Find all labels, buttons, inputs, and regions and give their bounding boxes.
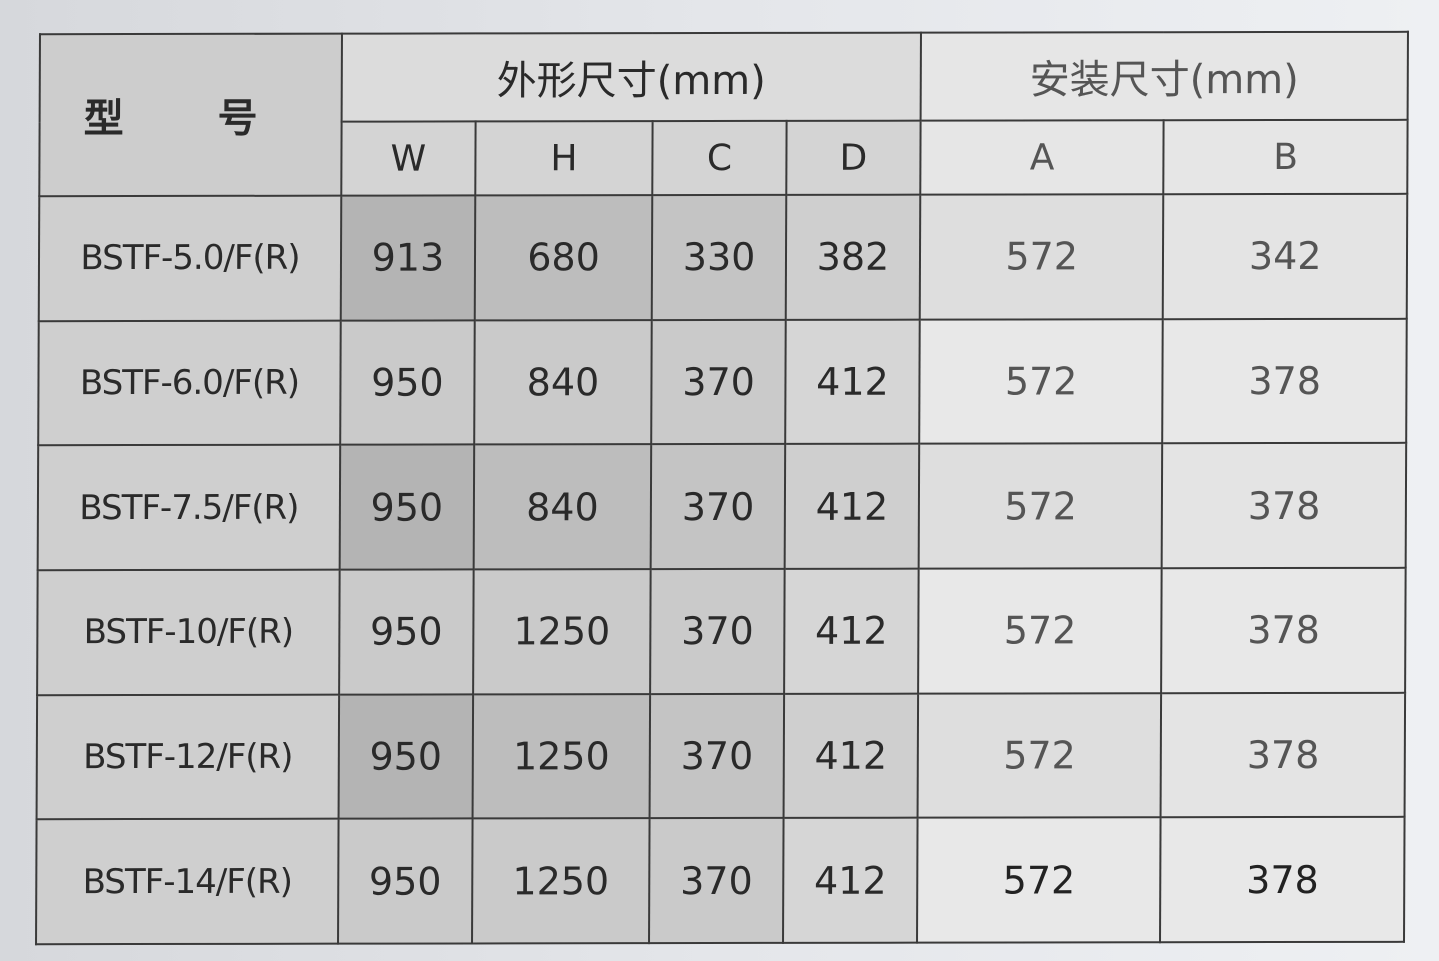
model-cell: BSTF-5.0/F(R): [38, 195, 342, 321]
value-cell-c: 370: [649, 693, 785, 819]
table-row: BSTF-6.0/F(R) 950 840 370 412 572 378: [38, 318, 1407, 446]
column-header-b: B: [1163, 119, 1408, 195]
value-cell-b: 378: [1160, 692, 1406, 818]
value-cell-h: 840: [473, 444, 652, 570]
model-cell: BSTF-14/F(R): [36, 818, 339, 945]
column-header-h: H: [475, 121, 653, 196]
outer-dimensions-header: 外形尺寸(mm): [341, 32, 921, 122]
value-cell-d: 412: [783, 693, 919, 819]
value-cell-h: 1250: [472, 569, 651, 695]
value-cell-w: 950: [340, 320, 475, 445]
value-cell-a: 572: [919, 318, 1164, 444]
value-cell-w: 950: [338, 818, 473, 944]
value-cell-d: 412: [784, 443, 920, 569]
value-cell-a: 572: [916, 817, 1161, 943]
model-cell: BSTF-7.5/F(R): [37, 444, 341, 571]
value-cell-c: 370: [650, 568, 785, 694]
column-header-d: D: [786, 120, 921, 195]
value-cell-a: 572: [918, 443, 1163, 569]
value-cell-h: 680: [474, 195, 653, 321]
value-cell-d: 412: [783, 817, 918, 943]
value-cell-w: 950: [339, 444, 475, 570]
value-cell-a: 572: [917, 692, 1162, 818]
value-cell-b: 378: [1161, 567, 1406, 693]
install-dimensions-header: 安装尺寸(mm): [920, 31, 1408, 121]
value-cell-b: 378: [1162, 318, 1407, 444]
model-cell: BSTF-10/F(R): [37, 569, 340, 695]
value-cell-d: 382: [785, 194, 921, 320]
value-cell-a: 572: [919, 194, 1164, 320]
value-cell-b: 378: [1162, 443, 1407, 569]
column-header-w: W: [341, 121, 476, 196]
value-cell-c: 330: [651, 194, 787, 320]
value-cell-h: 1250: [472, 693, 651, 819]
table-row: BSTF-12/F(R) 950 1250 370 412 572 378: [36, 692, 1406, 820]
model-cell: BSTF-12/F(R): [36, 694, 340, 820]
table-row: BSTF-5.0/F(R) 913 680 330 382 572 342: [38, 193, 1408, 321]
model-header: 型 号: [39, 33, 342, 197]
value-cell-c: 370: [651, 319, 786, 445]
value-cell-c: 370: [650, 444, 786, 570]
model-cell: BSTF-6.0/F(R): [38, 320, 341, 446]
column-header-a: A: [920, 120, 1165, 195]
value-cell-b: 342: [1163, 193, 1408, 319]
table-row: BSTF-14/F(R) 950 1250 370 412 572 378: [36, 817, 1405, 945]
value-cell-h: 840: [474, 319, 652, 445]
table-row: BSTF-10/F(R) 950 1250 370 412 572 378: [37, 567, 1406, 695]
value-cell-w: 950: [338, 694, 473, 819]
column-header-c: C: [652, 120, 787, 196]
value-cell-a: 572: [918, 568, 1163, 694]
value-cell-b: 378: [1160, 817, 1405, 943]
value-cell-d: 412: [785, 319, 920, 445]
value-cell-c: 370: [649, 818, 784, 944]
table-row: BSTF-7.5/F(R) 950 840 370 412 572 378: [37, 443, 1407, 571]
value-cell-d: 412: [784, 568, 919, 694]
value-cell-w: 950: [339, 569, 474, 695]
value-cell-h: 1250: [471, 818, 650, 944]
value-cell-w: 913: [340, 195, 476, 321]
